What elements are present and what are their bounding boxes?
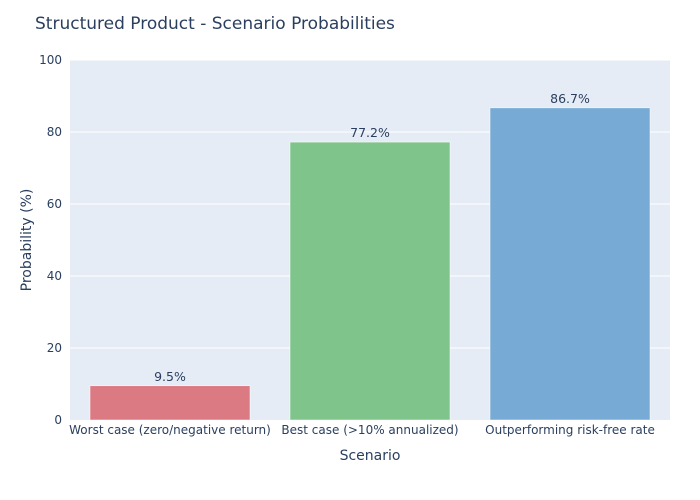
y-tick-label: 80	[47, 125, 62, 139]
x-tick-label: Outperforming risk-free rate	[485, 423, 655, 437]
bar-value-label: 86.7%	[550, 91, 590, 106]
x-axis-title: Scenario	[340, 448, 401, 464]
y-axis-ticks: 0 20 40 60 80 100	[39, 53, 62, 427]
chart-title: Structured Product - Scenario Probabilit…	[35, 14, 395, 34]
y-tick-label: 60	[47, 197, 62, 211]
y-tick-label: 20	[47, 341, 62, 355]
x-tick-label: Worst case (zero/negative return)	[69, 423, 271, 437]
y-tick-label: 100	[39, 53, 62, 67]
bar	[489, 107, 651, 421]
x-axis-ticks: Worst case (zero/negative return) Best ca…	[69, 423, 655, 437]
bar-value-label: 9.5%	[154, 369, 186, 384]
bar	[289, 141, 451, 421]
bar-value-label: 77.2%	[350, 125, 390, 140]
y-axis-title: Probability (%)	[19, 189, 35, 292]
bars	[89, 107, 651, 421]
bar	[89, 385, 251, 421]
y-tick-label: 0	[54, 413, 62, 427]
y-tick-label: 40	[47, 269, 62, 283]
data-labels: 9.5% 77.2% 86.7%	[154, 91, 590, 384]
x-tick-label: Best case (>10% annualized)	[281, 423, 458, 437]
